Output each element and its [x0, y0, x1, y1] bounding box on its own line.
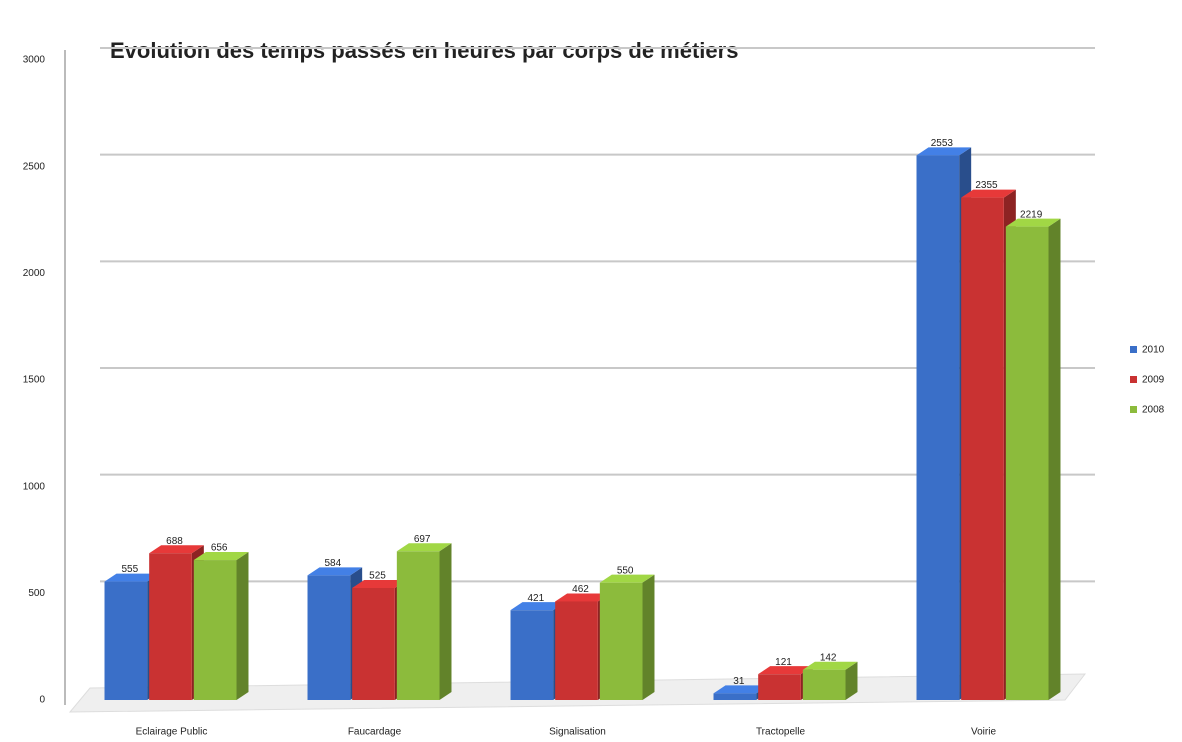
bar-top: [599, 574, 655, 583]
bar-side: [1048, 218, 1061, 700]
x-tick-label: Signalisation: [549, 727, 606, 738]
bar-top: [149, 545, 204, 554]
bar-top: [758, 666, 813, 675]
bar-side: [845, 661, 858, 700]
bar: [555, 601, 598, 700]
data-label: 142: [820, 652, 837, 663]
bar: [1005, 226, 1049, 700]
bar: [396, 551, 440, 700]
bar: [104, 581, 148, 700]
data-label: 555: [121, 564, 138, 575]
data-label: 31: [733, 676, 745, 687]
data-label: 462: [572, 584, 589, 595]
data-label: 2553: [931, 138, 954, 149]
bar-top: [713, 685, 769, 694]
bar-top: [104, 573, 160, 582]
x-tick-label: Eclairage Public: [136, 727, 208, 738]
bar-top: [802, 661, 858, 670]
y-tick-label: 0: [39, 695, 45, 706]
bar: [193, 560, 237, 700]
legend-swatch: [1130, 376, 1137, 383]
y-tick-label: 500: [28, 588, 45, 599]
bar: [713, 693, 757, 700]
data-label: 421: [527, 593, 544, 604]
x-tick-label: Voirie: [971, 727, 996, 738]
bar-top: [1005, 218, 1061, 227]
bar-top: [352, 580, 407, 588]
bar-side: [642, 574, 655, 700]
bar: [352, 588, 395, 700]
bar: [307, 575, 351, 700]
data-label: 525: [369, 571, 386, 582]
x-tick-label: Faucardage: [348, 727, 402, 738]
data-label: 688: [166, 536, 183, 547]
bar: [961, 197, 1004, 700]
bar-side: [236, 552, 249, 700]
bar: [599, 582, 643, 700]
legend-label: 2010: [1142, 345, 1165, 356]
bar-top: [396, 543, 452, 552]
data-label: 121: [775, 657, 792, 668]
bar: [510, 610, 554, 700]
chart-title: Evolution des temps passés en heures par…: [110, 38, 738, 63]
data-label: 697: [414, 534, 431, 545]
data-label: 2355: [975, 180, 998, 191]
y-tick-label: 1000: [23, 481, 46, 492]
legend-label: 2009: [1142, 375, 1165, 386]
bar-top: [510, 602, 566, 611]
bar: [802, 669, 846, 700]
data-label: 550: [617, 565, 634, 576]
bar-top: [555, 593, 610, 602]
y-tick-label: 1500: [23, 375, 46, 386]
data-label: 656: [211, 543, 228, 554]
bar: [758, 674, 801, 700]
legend-swatch: [1130, 406, 1137, 413]
bar-top: [307, 567, 363, 576]
y-tick-label: 3000: [23, 55, 46, 66]
y-tick-label: 2500: [23, 161, 46, 172]
data-label: 584: [324, 558, 341, 569]
bar-side: [439, 543, 452, 700]
y-tick-label: 2000: [23, 268, 46, 279]
legend-swatch: [1130, 346, 1137, 353]
x-tick-label: Tractopelle: [756, 727, 806, 738]
bar-top: [916, 147, 972, 156]
bar-top: [961, 189, 1016, 198]
bar-top: [193, 552, 249, 561]
bar: [149, 553, 192, 700]
legend-label: 2008: [1142, 405, 1165, 416]
data-label: 2219: [1020, 209, 1043, 220]
bar: [916, 155, 960, 701]
